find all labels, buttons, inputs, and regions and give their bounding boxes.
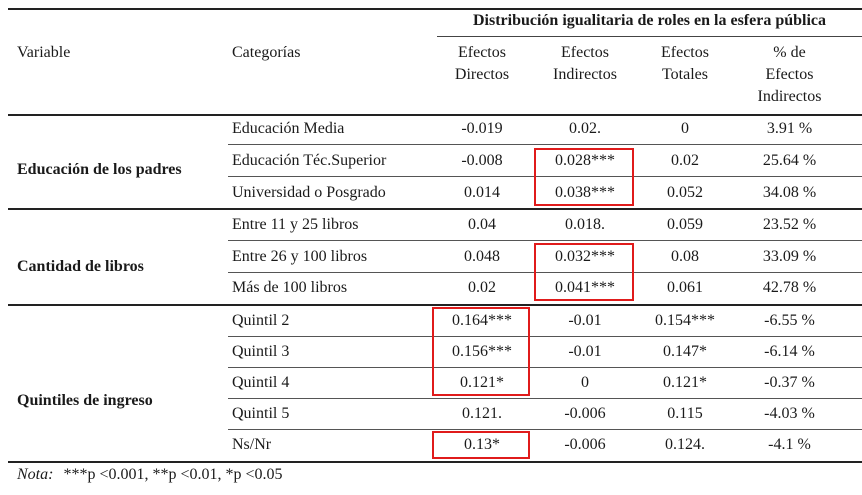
row-category: Educación Téc.Superior [232, 152, 387, 169]
cell-totales: 0.08 [671, 248, 699, 265]
row-divider [228, 176, 862, 177]
header-efectos-indirectos: Efectos Indirectos [553, 44, 617, 83]
highlight-box [432, 431, 530, 459]
cell-totales: 0.059 [667, 216, 703, 233]
cell-pct: -6.14 % [764, 343, 815, 360]
cell-directos: 0.02 [468, 279, 496, 296]
highlight-box [432, 307, 530, 396]
row-category: Quintil 4 [232, 374, 290, 391]
highlight-box [534, 243, 634, 301]
cell-pct: 33.09 % [762, 248, 817, 265]
cell-totales: 0.052 [667, 184, 703, 201]
cell-totales: 0.154*** [655, 312, 715, 329]
cell-totales: 0.124. [665, 436, 705, 453]
cell-directos: 0.121* [460, 374, 504, 391]
cell-pct: 25.64 % [762, 152, 817, 169]
cell-totales: 0.147* [663, 343, 707, 360]
cell-indirectos: 0.02. [569, 120, 601, 137]
cell-directos: -0.019 [461, 120, 503, 137]
header-variable: Variable [17, 44, 71, 61]
cell-pct: -6.55 % [764, 312, 815, 329]
cell-pct: 3.91 % [766, 120, 813, 137]
table-note: Nota: ***p <0.001, **p <0.01, *p <0.05 [17, 466, 283, 484]
cell-directos: 0.164*** [452, 312, 512, 329]
top-rule [8, 8, 862, 10]
cell-indirectos: -0.01 [568, 343, 602, 360]
header-categorias: Categorías [232, 44, 301, 61]
cell-pct: 23.52 % [762, 216, 817, 233]
row-divider [228, 367, 862, 368]
cell-indirectos: -0.01 [568, 312, 602, 329]
group-divider [8, 304, 862, 306]
bottom-rule [8, 461, 862, 463]
row-category: Quintil 2 [232, 312, 290, 329]
header-pct-efectos-indirectos: % de Efectos Indirectos [757, 44, 822, 105]
cell-indirectos: 0.032*** [555, 248, 615, 265]
group-label-quintiles: Quintiles de ingreso [17, 392, 153, 409]
cell-indirectos: 0.018. [565, 216, 605, 233]
cell-pct: 42.78 % [762, 279, 817, 296]
row-category: Entre 11 y 25 libros [232, 216, 359, 233]
row-category: Quintil 5 [232, 405, 290, 422]
row-category: Quintil 3 [232, 343, 290, 360]
note-label: Nota: [17, 466, 54, 483]
cell-indirectos: 0.041*** [555, 279, 615, 296]
cell-pct: -4.03 % [764, 405, 815, 422]
cell-indirectos: -0.006 [564, 436, 606, 453]
cell-totales: 0.02 [671, 152, 699, 169]
cell-directos: 0.13* [464, 436, 500, 453]
cell-totales: 0.121* [663, 374, 707, 391]
highlight-box [534, 148, 634, 206]
cell-indirectos: 0.038*** [555, 184, 615, 201]
row-divider [228, 272, 862, 273]
row-divider [228, 336, 862, 337]
row-category: Educación Media [232, 120, 345, 137]
group-divider [8, 208, 862, 210]
cell-directos: -0.008 [461, 152, 503, 169]
note-text: ***p <0.001, **p <0.01, *p <0.05 [63, 466, 283, 483]
cell-directos: 0.121. [462, 405, 502, 422]
cell-totales: 0 [681, 120, 689, 137]
row-category: Más de 100 libros [232, 279, 348, 296]
row-divider [228, 240, 862, 241]
cell-pct: -4.1 % [768, 436, 811, 453]
row-divider [228, 429, 862, 430]
row-category: Universidad o Posgrado [232, 184, 386, 201]
cell-totales: 0.115 [667, 405, 703, 422]
row-category: Entre 26 y 100 libros [232, 248, 368, 265]
cell-directos: 0.04 [468, 216, 496, 233]
header-efectos-totales: Efectos Totales [661, 44, 709, 83]
cell-pct: 34.08 % [762, 184, 817, 201]
header-bottom-rule [8, 114, 862, 116]
spanning-title: Distribución igualitaria de roles en la … [472, 12, 827, 29]
group-label-educacion: Educación de los padres [17, 161, 182, 178]
row-divider [228, 398, 862, 399]
cell-directos: 0.014 [464, 184, 500, 201]
cell-pct: -0.37 % [764, 374, 815, 391]
header-efectos-directos: Efectos Directos [454, 44, 510, 83]
group-label-libros: Cantidad de libros [17, 258, 144, 275]
cell-totales: 0.061 [667, 279, 703, 296]
row-divider [228, 144, 862, 145]
cell-indirectos: -0.006 [564, 405, 606, 422]
spanning-title-rule [437, 36, 862, 37]
cell-directos: 0.048 [464, 248, 500, 265]
cell-indirectos: 0.028*** [555, 152, 615, 169]
cell-indirectos: 0 [581, 374, 589, 391]
row-category: Ns/Nr [232, 436, 272, 453]
cell-directos: 0.156*** [452, 343, 512, 360]
